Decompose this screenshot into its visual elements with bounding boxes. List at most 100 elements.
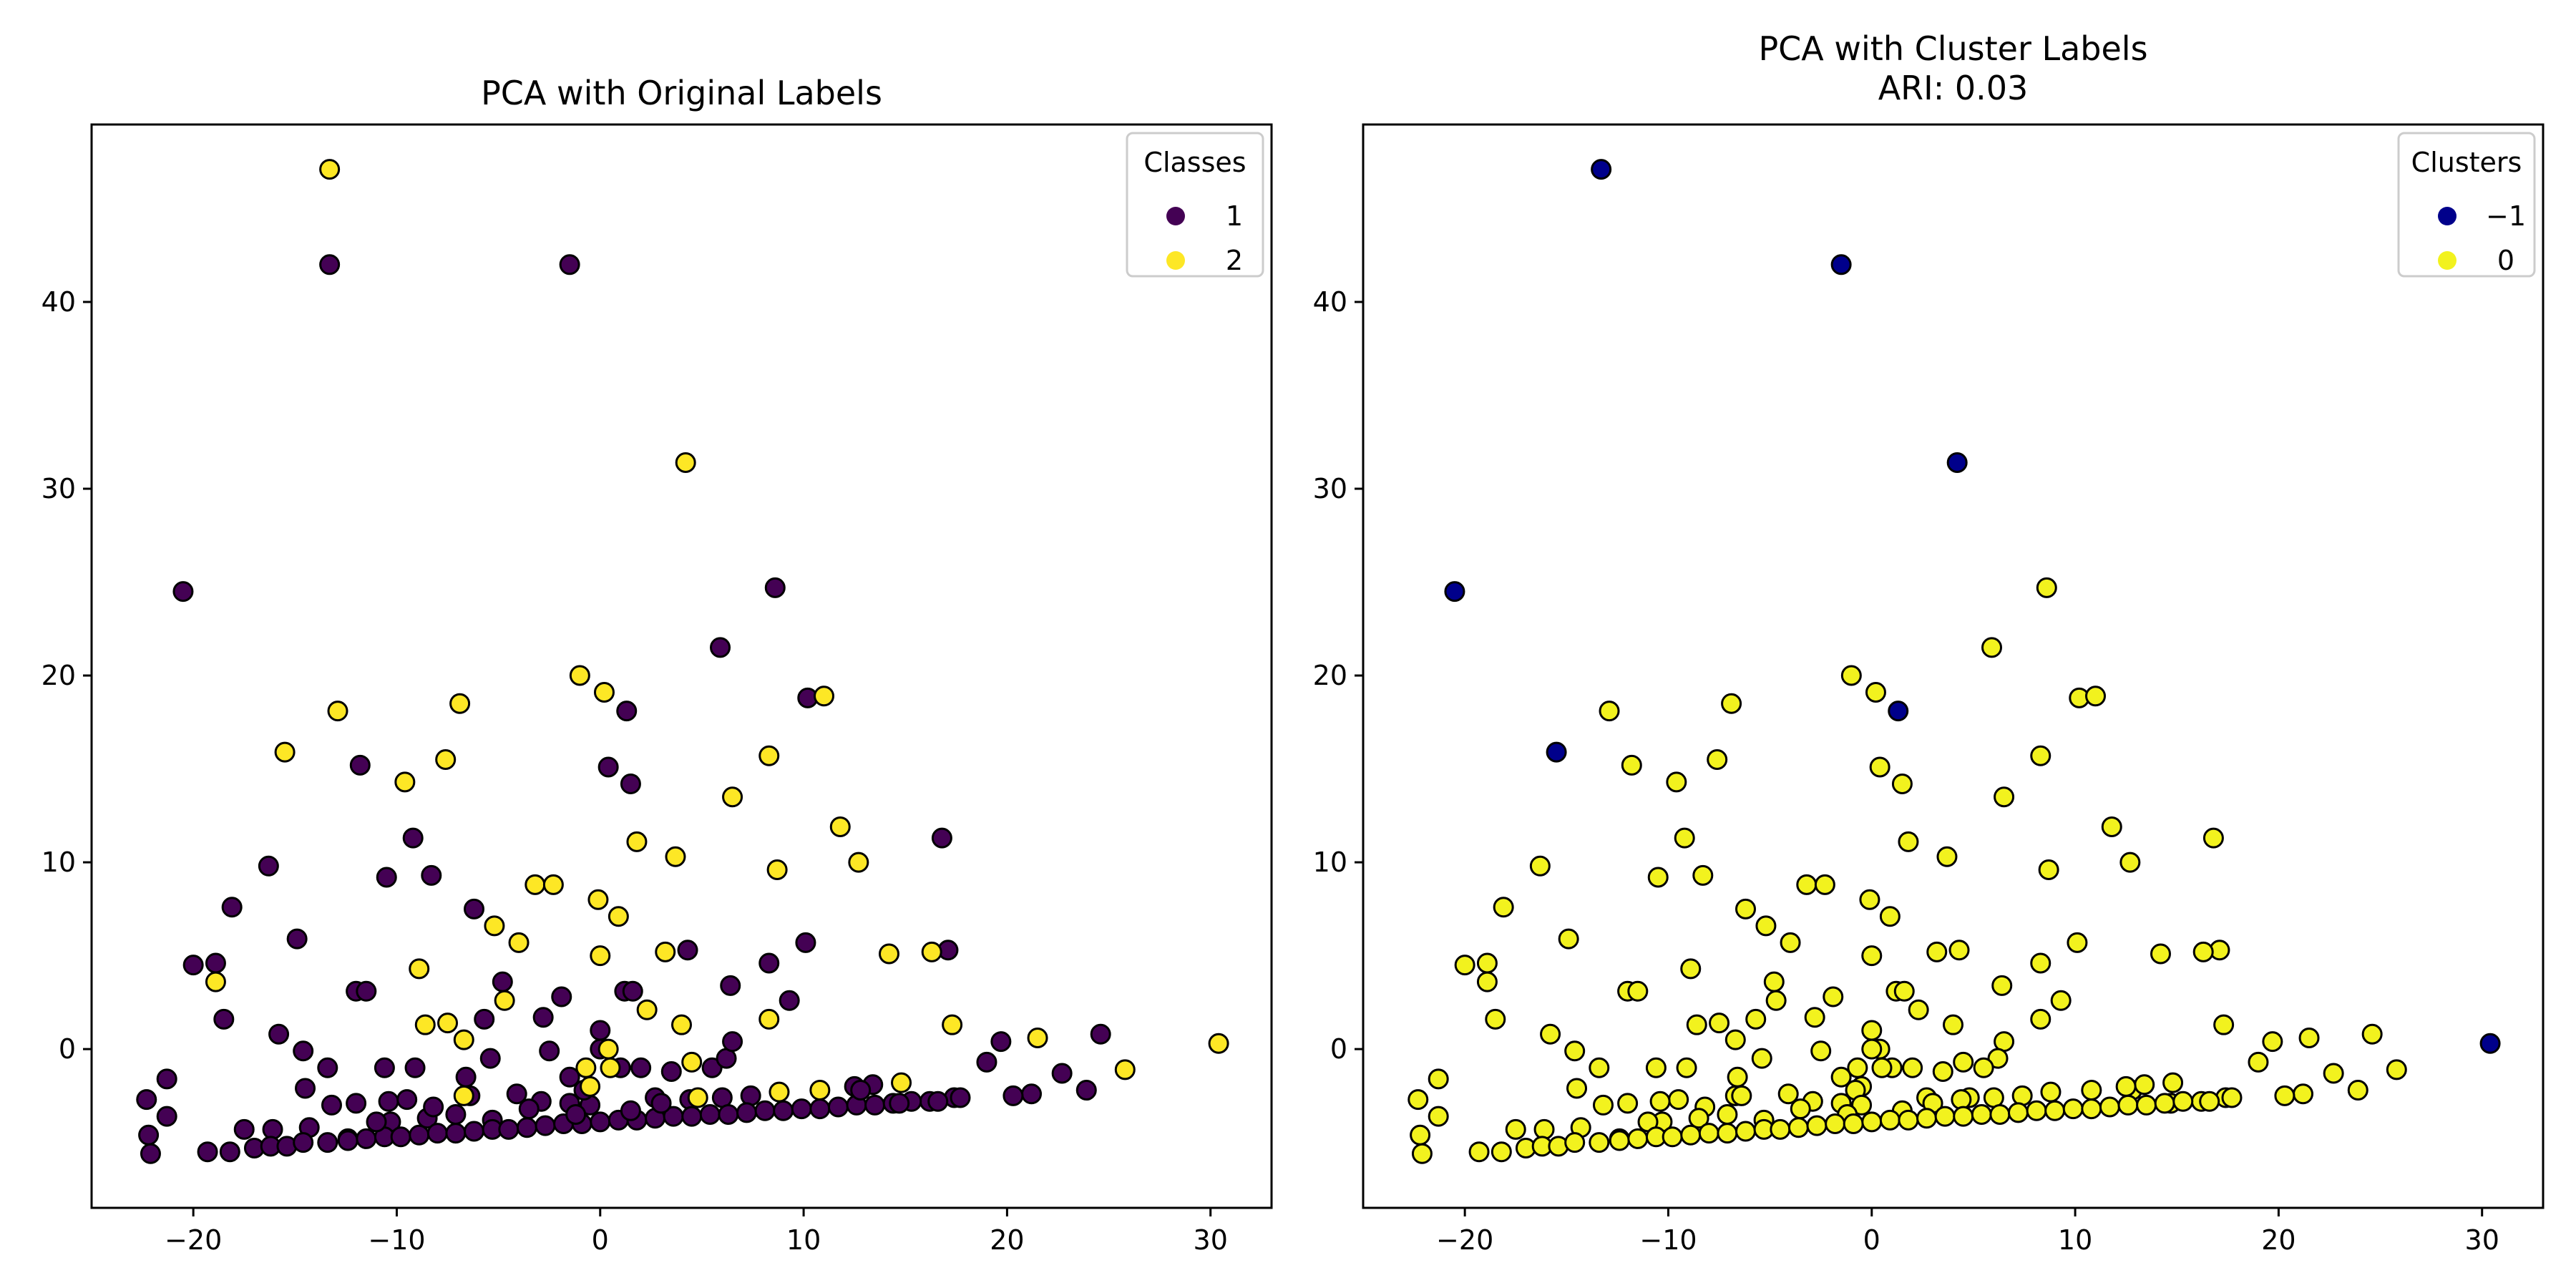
- data-point: [1564, 1132, 1586, 1153]
- data-point: [2067, 932, 2088, 953]
- x-tick-label: 10: [786, 1224, 821, 1256]
- data-point: [942, 1014, 963, 1035]
- data-point: [891, 1072, 912, 1093]
- data-point: [421, 864, 442, 886]
- data-point: [2172, 1091, 2194, 1112]
- data-point: [1717, 1123, 1738, 1144]
- data-point: [1680, 1124, 1702, 1146]
- data-point: [494, 990, 515, 1011]
- legend-marker: [2438, 207, 2457, 225]
- data-point: [590, 945, 611, 967]
- data-point: [740, 1085, 761, 1106]
- data-point: [2150, 943, 2171, 965]
- data-point: [1830, 1066, 1852, 1088]
- data-point: [864, 1094, 886, 1116]
- data-point: [1692, 864, 1714, 886]
- data-point: [1981, 637, 2003, 658]
- data-point: [1468, 1141, 1490, 1163]
- data-point: [1410, 1124, 1431, 1146]
- data-point: [321, 1094, 342, 1116]
- data-point: [590, 1111, 611, 1133]
- x-tick-label: −10: [368, 1224, 425, 1256]
- data-point: [1717, 1103, 1738, 1125]
- data-point: [791, 1098, 812, 1120]
- data-point: [1627, 980, 1649, 1002]
- data-point: [758, 1008, 780, 1030]
- data-point: [559, 1066, 580, 1088]
- data-point: [156, 1068, 177, 1090]
- data-point: [620, 773, 641, 794]
- y-tick-label: 10: [42, 847, 76, 878]
- data-point: [1546, 741, 1567, 763]
- data-point: [233, 1118, 255, 1140]
- data-point: [2099, 1096, 2120, 1118]
- data-point: [1609, 1130, 1630, 1151]
- data-point: [1407, 1089, 1429, 1111]
- data-point: [580, 1075, 601, 1097]
- data-point: [575, 1057, 597, 1078]
- legend: Classes 1 2: [1126, 132, 1264, 278]
- data-point: [931, 827, 952, 849]
- data-point: [1780, 932, 1801, 953]
- data-point: [2011, 1085, 2033, 1106]
- data-point: [532, 1007, 554, 1028]
- data-point: [268, 1023, 290, 1045]
- data-point: [2134, 1074, 2155, 1096]
- data-point: [1787, 1117, 1809, 1138]
- data-point: [295, 1078, 316, 1099]
- data-point: [1090, 1023, 1111, 1045]
- data-point: [2162, 1072, 2184, 1093]
- data-point: [722, 1031, 743, 1053]
- data-point: [889, 1093, 910, 1114]
- data-point: [356, 980, 377, 1002]
- data-point: [1991, 975, 2013, 996]
- data-point: [722, 786, 743, 808]
- chart-subtitle: ARI: 0.03: [1878, 69, 2029, 107]
- x-tick-label: 30: [2465, 1224, 2499, 1256]
- data-point: [1208, 1033, 1229, 1054]
- data-point: [1825, 1113, 1846, 1135]
- data-point: [1444, 581, 1465, 602]
- data-point: [758, 952, 780, 974]
- data-point: [542, 874, 564, 895]
- plot-frame: [1362, 123, 2545, 1209]
- data-point: [681, 1051, 703, 1073]
- data-point: [1989, 1103, 2011, 1125]
- data-point: [356, 1128, 377, 1149]
- data-point: [1676, 1057, 1697, 1078]
- data-point: [665, 846, 686, 867]
- data-point: [172, 581, 194, 602]
- data-point: [850, 1080, 872, 1101]
- data-point: [2040, 1081, 2062, 1103]
- data-point: [319, 159, 341, 180]
- data-point: [769, 1081, 790, 1103]
- x-tick-label: −20: [1436, 1224, 1493, 1256]
- data-point: [1893, 980, 1915, 1002]
- data-point: [394, 771, 416, 793]
- data-point: [620, 1100, 641, 1121]
- data-point: [317, 1057, 338, 1078]
- data-point: [559, 254, 580, 275]
- data-point: [426, 1123, 448, 1144]
- data-point: [453, 1029, 474, 1050]
- data-point: [1891, 773, 1913, 794]
- data-point: [675, 452, 696, 473]
- data-point: [2062, 1098, 2084, 1120]
- data-point: [1493, 897, 1514, 918]
- data-point: [1916, 1108, 1938, 1129]
- data-point: [1591, 159, 1612, 180]
- legend-label: 0: [2497, 245, 2514, 276]
- data-point: [346, 1093, 367, 1114]
- data-point: [1987, 1048, 2009, 1069]
- data-point: [1953, 1106, 1974, 1127]
- data-point: [506, 1083, 527, 1105]
- data-point: [1075, 1080, 1097, 1101]
- data-point: [376, 867, 397, 888]
- data-point: [205, 952, 226, 974]
- data-point: [2323, 1063, 2344, 1084]
- data-point: [2119, 852, 2141, 873]
- data-point: [2036, 577, 2057, 598]
- data-point: [687, 1087, 708, 1108]
- data-point: [423, 1096, 444, 1118]
- data-point: [1476, 971, 1498, 992]
